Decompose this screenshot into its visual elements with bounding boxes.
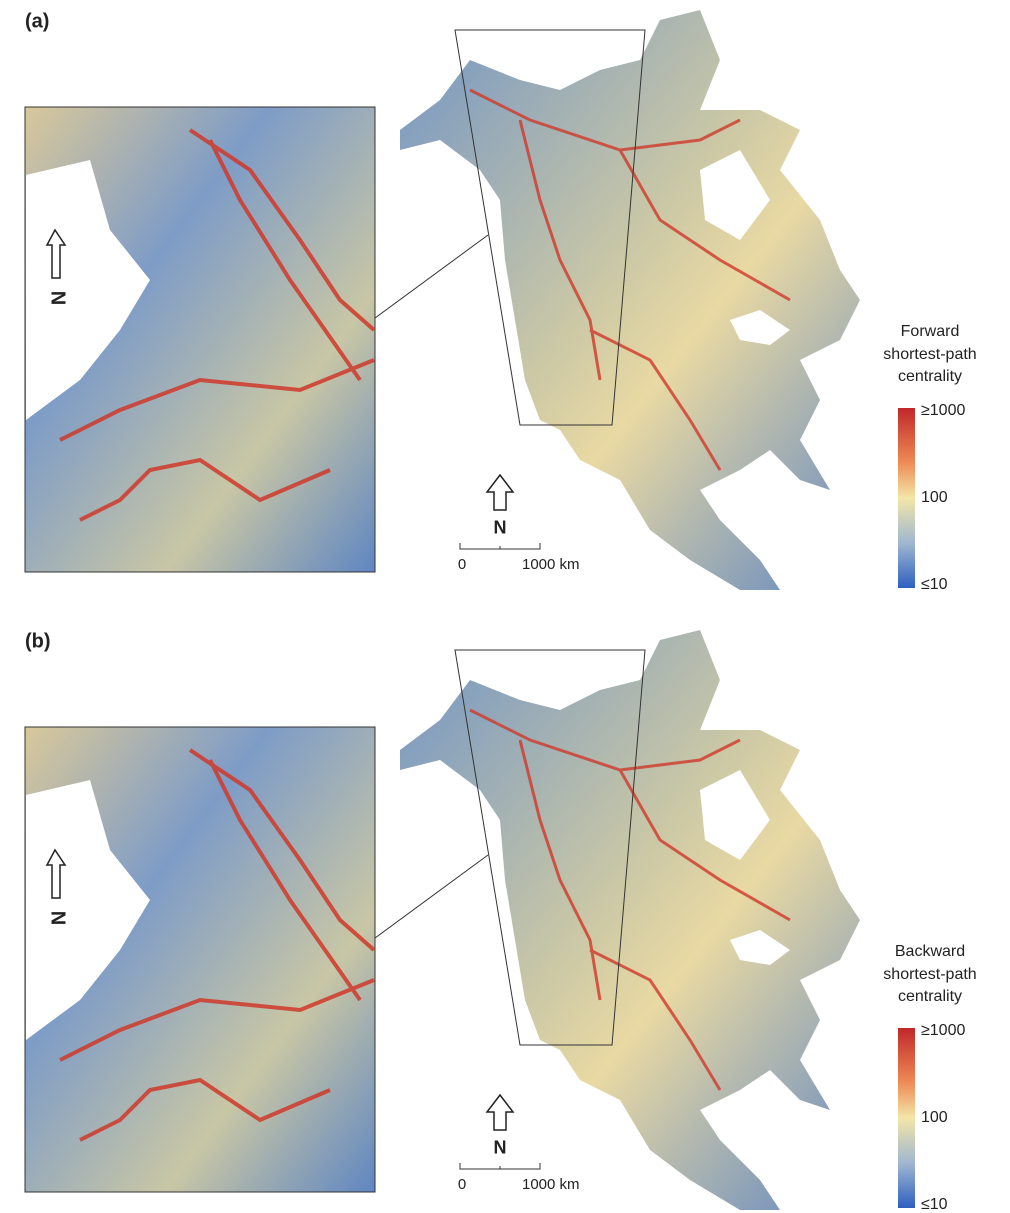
legend-title: centrality [898, 988, 962, 1005]
scale-bar [460, 1163, 540, 1169]
panel: (a) N N 0 1000 km Forward shortest-path … [25, 10, 977, 593]
continent-map [400, 10, 860, 590]
colorbar-tick-label: ≥1000 [921, 1022, 965, 1039]
continent-map [400, 630, 860, 1210]
figure: (a) N N 0 1000 km Forward shortest-path … [0, 0, 1010, 1213]
panel-label: (a) [25, 10, 49, 32]
panel: (b) N N 0 1000 km Backward shortest-path… [25, 630, 977, 1213]
legend-title: shortest-path [883, 966, 976, 983]
inset-north-label: N [47, 291, 69, 305]
colorbar-tick-label: 100 [921, 489, 948, 506]
legend-title: Forward [901, 323, 960, 340]
connector [375, 235, 488, 318]
north-label: N [494, 1136, 507, 1156]
colorbar-tick-label: ≤10 [921, 1196, 948, 1213]
legend-title: shortest-path [883, 346, 976, 363]
colorbar-tick-label: ≥1000 [921, 402, 965, 419]
colorbar [898, 1028, 915, 1208]
inset-north-label: N [47, 911, 69, 925]
scale-start: 0 [458, 1176, 466, 1193]
scale-end: 1000 km [522, 556, 580, 573]
scale-end: 1000 km [522, 1176, 580, 1193]
colorbar-tick-label: ≤10 [921, 576, 948, 593]
colorbar [898, 408, 915, 588]
north-label: N [494, 516, 507, 536]
scale-bar [460, 543, 540, 549]
legend-title: Backward [895, 943, 965, 960]
connector [375, 855, 488, 938]
panel-label: (b) [25, 630, 51, 652]
north-arrow [487, 1095, 513, 1130]
colorbar-tick-label: 100 [921, 1109, 948, 1126]
legend-title: centrality [898, 368, 962, 385]
scale-start: 0 [458, 556, 466, 573]
north-arrow [487, 475, 513, 510]
